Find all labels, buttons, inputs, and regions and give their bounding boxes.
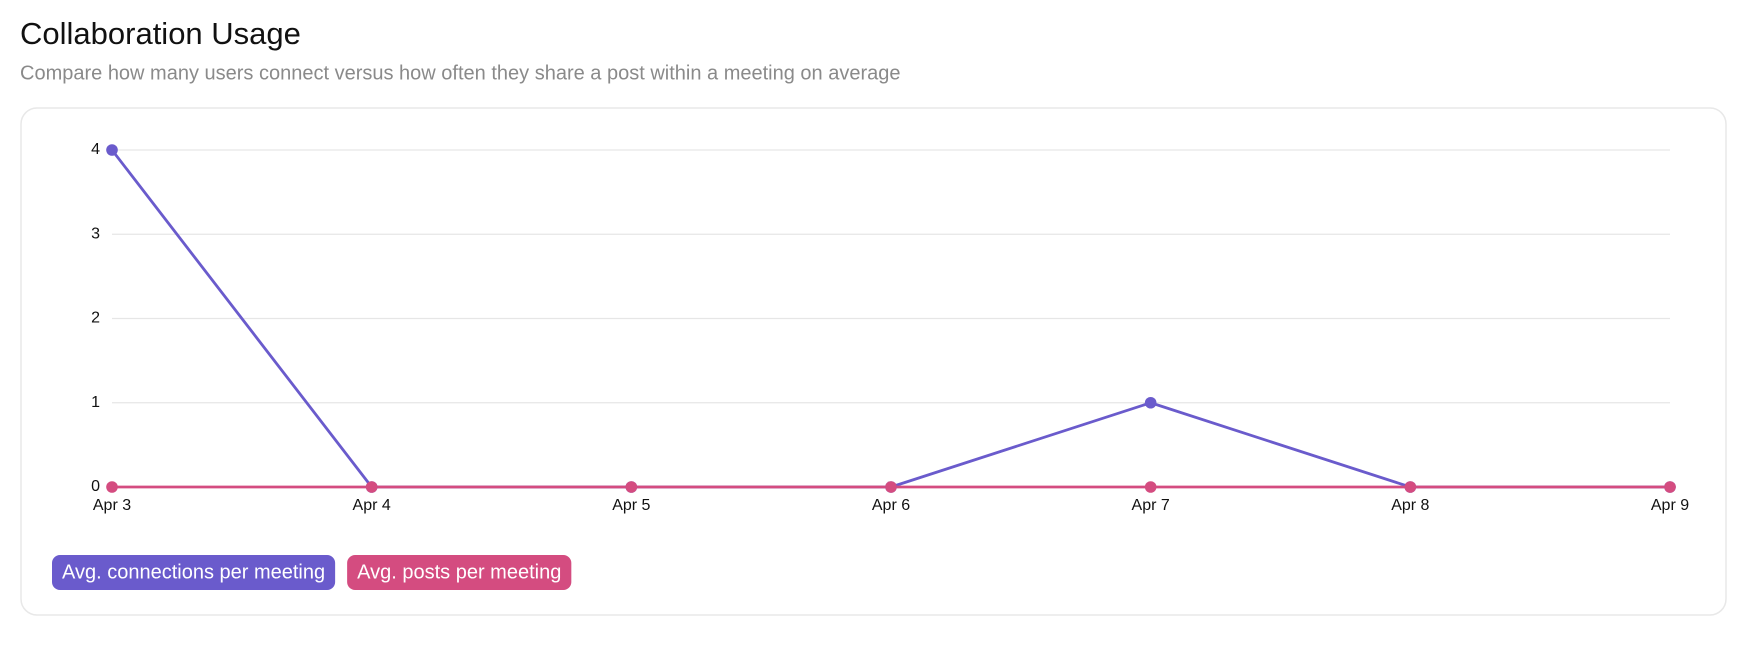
legend-label[interactable]: Avg. connections per meeting [62,561,325,583]
y-tick-label: 0 [91,478,100,495]
legend-label[interactable]: Avg. posts per meeting [357,561,561,583]
data-point [1144,396,1157,409]
chart-title: Collaboration Usage [20,16,301,51]
x-tick-label: Apr 6 [872,497,910,514]
y-tick-label: 4 [91,141,100,158]
x-tick-label: Apr 4 [353,497,391,514]
x-tick-label: Apr 8 [1391,497,1429,514]
data-point [885,481,897,493]
legend-item[interactable] [52,555,336,590]
chart-subtitle: Compare how many users connect versus ho… [20,62,900,84]
data-point [1664,481,1676,493]
data-point [1404,481,1417,493]
y-tick-label: 1 [91,394,100,411]
y-tick-label: 3 [91,225,100,242]
x-tick-label: Apr 3 [93,497,131,514]
x-tick-label: Apr 5 [612,497,650,514]
y-tick-label: 2 [91,310,100,327]
data-point [106,144,118,156]
data-point [1144,481,1157,493]
x-tick-label: Apr 7 [1132,497,1170,514]
data-point [106,481,118,493]
legend-item[interactable] [347,555,572,590]
data-point [625,481,638,493]
data-point [365,481,378,493]
chart-card [20,107,1727,616]
x-tick-label: Apr 9 [1651,497,1689,514]
